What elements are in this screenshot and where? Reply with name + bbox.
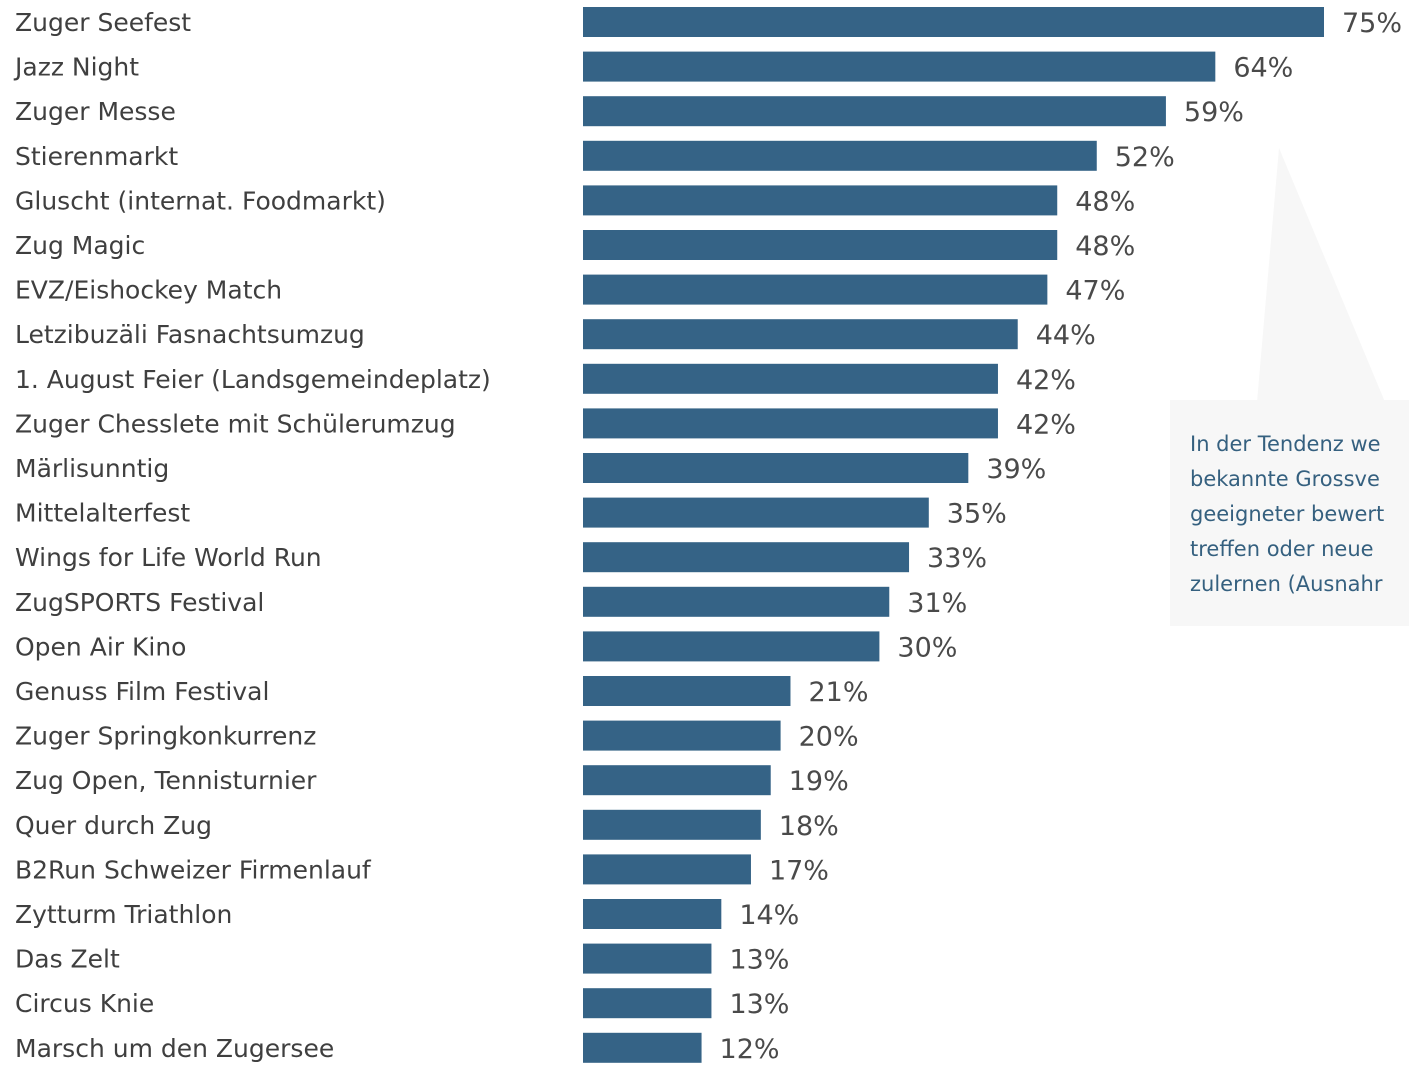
category-label: Zug Open, Tennisturnier: [15, 766, 317, 795]
value-label: 52%: [1115, 142, 1175, 173]
callout-box: [1170, 400, 1409, 626]
value-labels: 75% 64% 59% 52% 48% 48% 47% 44% 42% 42% 39% 35% 33% 3…: [720, 8, 1402, 1065]
category-label: Genuss Film Festival: [15, 677, 269, 706]
value-label: 18%: [779, 811, 839, 842]
bar: [583, 497, 929, 528]
bar: [583, 899, 722, 929]
category-label: 1. August Feier (Landsgemeindeplatz): [15, 365, 491, 394]
value-label: 21%: [808, 677, 868, 708]
category-label: Das Zelt: [15, 945, 120, 974]
bar: [583, 854, 751, 885]
value-label: 33%: [927, 543, 987, 574]
bar: [583, 185, 1058, 216]
callout-text-line: bekannte Grossve: [1190, 467, 1380, 491]
category-label: Letzibuzäli Fasnachtsumzug: [15, 320, 365, 349]
callout-pointer: [1257, 148, 1385, 402]
value-label: 59%: [1184, 97, 1244, 128]
category-label: Circus Knie: [15, 989, 154, 1018]
category-label: Zuger Springkonkurrenz: [15, 722, 316, 751]
category-label: ZugSPORTS Festival: [15, 588, 264, 617]
callout-text-line: geeigneter bewert: [1190, 502, 1384, 526]
category-label: Marsch um den Zugersee: [15, 1034, 334, 1063]
value-label: 47%: [1065, 276, 1125, 307]
value-label: 19%: [789, 766, 849, 797]
bar: [583, 676, 791, 706]
category-label: Zuger Messe: [15, 97, 176, 126]
bar: [583, 631, 880, 662]
bar: [583, 809, 761, 840]
category-label: Zuger Chesslete mit Schülerumzug: [15, 409, 456, 438]
value-label: 75%: [1342, 8, 1402, 39]
value-label: 17%: [769, 855, 829, 886]
value-label: 20%: [799, 722, 859, 753]
value-label: 12%: [720, 1034, 780, 1065]
bars: [583, 7, 1324, 1063]
value-label: 31%: [907, 588, 967, 619]
bar: [583, 7, 1324, 37]
bar: [583, 230, 1058, 260]
bar: [583, 140, 1097, 171]
callout-text-line: zulernen (Ausnahr: [1190, 572, 1383, 596]
bar: [583, 363, 998, 394]
bar: [583, 542, 910, 573]
category-label: Zytturm Triathlon: [15, 900, 232, 929]
callout-text-line: treffen oder neue: [1190, 537, 1374, 561]
bar: [583, 319, 1018, 350]
category-label: Gluscht (internat. Foodmarkt): [15, 186, 386, 215]
bar: [583, 51, 1216, 82]
bar: [583, 943, 712, 974]
value-label: 44%: [1036, 320, 1096, 351]
annotation-callout: In der Tendenz we bekannte Grossve geeigne…: [1170, 148, 1409, 626]
category-label: Märlisunntig: [15, 454, 169, 483]
callout-text-line: In der Tendenz we: [1190, 432, 1381, 456]
value-label: 13%: [729, 989, 789, 1020]
category-label: Mittelalterfest: [15, 499, 190, 528]
bar: [583, 720, 781, 751]
category-label: Open Air Kino: [15, 632, 186, 661]
category-label: Stierenmarkt: [15, 142, 178, 171]
bar: [583, 96, 1166, 127]
category-label: Wings for Life World Run: [15, 543, 322, 572]
bar: [583, 408, 998, 439]
category-label: Quer durch Zug: [15, 811, 212, 840]
value-label: 48%: [1075, 186, 1135, 217]
bar: [583, 274, 1048, 305]
category-label: Jazz Night: [13, 53, 139, 82]
value-label: 42%: [1016, 365, 1076, 396]
value-label: 42%: [1016, 409, 1076, 440]
value-label: 30%: [897, 632, 957, 663]
value-label: 64%: [1233, 53, 1293, 84]
value-label: 14%: [739, 900, 799, 931]
category-label: Zug Magic: [15, 231, 145, 260]
value-label: 48%: [1075, 231, 1135, 262]
bar: [583, 1032, 702, 1063]
value-label: 35%: [947, 499, 1007, 530]
bar: [583, 453, 969, 483]
category-label: B2Run Schweizer Firmenlauf: [15, 855, 372, 884]
bar: [583, 765, 771, 796]
bar: [583, 988, 712, 1019]
bar: [583, 586, 890, 617]
category-label: EVZ/Eishockey Match: [15, 276, 282, 305]
category-labels: Zuger Seefest Jazz Night Zuger Messe Stiere…: [13, 8, 491, 1063]
category-label: Zuger Seefest: [15, 8, 191, 37]
value-label: 39%: [986, 454, 1046, 485]
value-label: 13%: [729, 945, 789, 976]
